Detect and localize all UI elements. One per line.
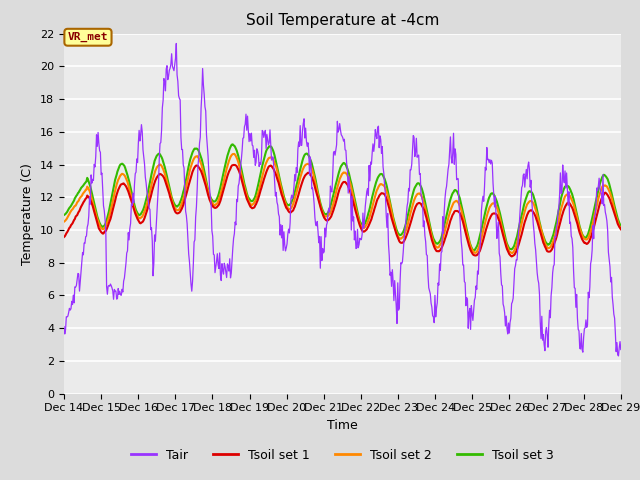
X-axis label: Time: Time — [327, 419, 358, 432]
Y-axis label: Temperature (C): Temperature (C) — [22, 163, 35, 264]
Text: VR_met: VR_met — [68, 32, 108, 42]
Legend: Tair, Tsoil set 1, Tsoil set 2, Tsoil set 3: Tair, Tsoil set 1, Tsoil set 2, Tsoil se… — [126, 444, 559, 467]
Title: Soil Temperature at -4cm: Soil Temperature at -4cm — [246, 13, 439, 28]
